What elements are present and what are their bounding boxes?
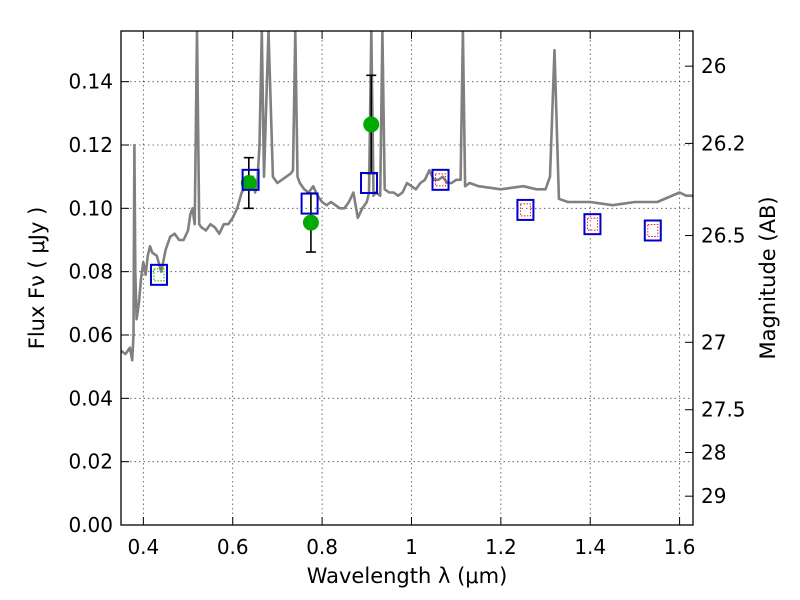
model-flux-inner xyxy=(586,217,598,231)
observed-point xyxy=(240,175,257,191)
model-flux-marker xyxy=(149,263,168,286)
y2-tick-label: 26.5 xyxy=(701,224,746,248)
y-tick-label: 0.04 xyxy=(68,386,113,410)
y-tick-label: 0.10 xyxy=(68,196,113,220)
y-tick-label: 0.08 xyxy=(68,260,113,284)
y2-axis-title: Magnitude (AB) xyxy=(756,196,780,359)
x-tick-label: 0.8 xyxy=(306,535,338,559)
y2-tick-label: 26.2 xyxy=(701,131,746,155)
y2-tick-label: 27 xyxy=(701,330,726,354)
x-tick-label: 1.4 xyxy=(574,535,606,559)
model-flux-inner xyxy=(435,173,447,187)
x-tick-label: 1.6 xyxy=(664,535,696,559)
y-axis-title: Flux Fν ( μJy ) xyxy=(25,207,49,350)
x-axis-title: Wavelength λ (μm) xyxy=(307,564,508,588)
y-tick-label: 0.02 xyxy=(68,450,113,474)
model-flux-inner xyxy=(153,268,165,282)
y2-tick-label: 26 xyxy=(701,54,726,78)
spectrum-line xyxy=(121,31,693,362)
model-flux-marker xyxy=(360,172,379,194)
y2-tick-label: 27.5 xyxy=(701,398,746,422)
tick-marks xyxy=(121,31,693,526)
model-flux-marker xyxy=(643,219,662,242)
x-tick-label: 1.2 xyxy=(485,535,517,559)
x-tick-label: 1 xyxy=(405,535,418,559)
model-flux-marker xyxy=(431,168,450,191)
model-flux-marker xyxy=(583,213,602,236)
model-flux-marker xyxy=(300,192,319,215)
observed-point xyxy=(363,116,380,133)
plot-frame xyxy=(120,30,694,526)
y-tick-label: 0.14 xyxy=(68,70,113,94)
y-tick-label: 0.12 xyxy=(68,133,113,157)
data-layer xyxy=(121,31,693,362)
x-tick-label: 0.4 xyxy=(127,535,159,559)
model-flux-inner xyxy=(519,203,531,217)
tick-labels: 0.4 0.6 0.8 1 1.2 1.4 1.6 0.00 0.02 0.04 0.06 0.08 0… xyxy=(68,54,745,559)
model-flux-marker xyxy=(516,198,535,221)
y-tick-label: 0.06 xyxy=(68,323,113,347)
y2-tick-label: 29 xyxy=(701,484,726,508)
x-tick-label: 0.6 xyxy=(217,535,249,559)
y-tick-label: 0.00 xyxy=(68,513,113,537)
y2-tick-label: 28 xyxy=(701,440,726,464)
model-flux-marker xyxy=(241,168,260,191)
model-flux-inner xyxy=(647,224,659,237)
grid xyxy=(121,31,693,525)
observed-point xyxy=(302,214,319,231)
